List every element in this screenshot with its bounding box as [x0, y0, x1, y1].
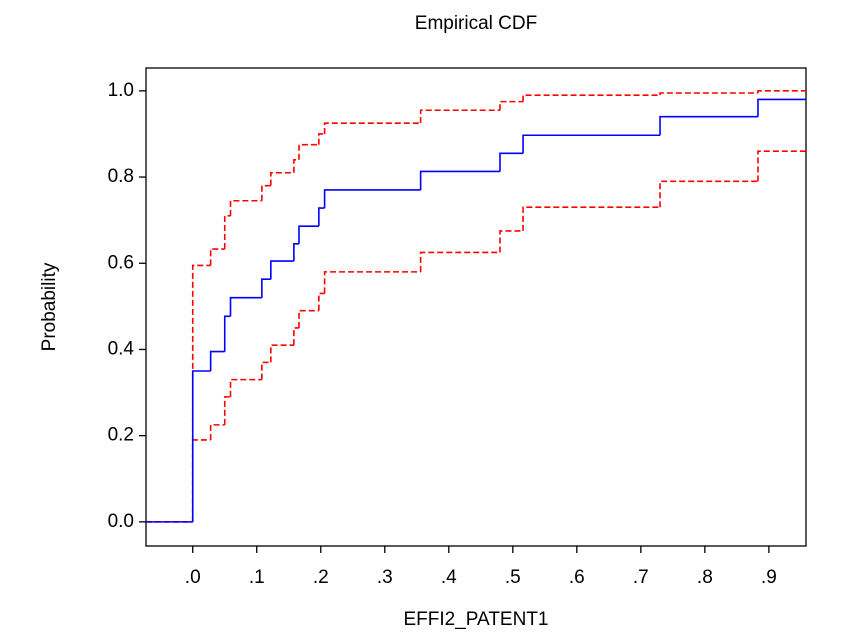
cdf-step — [419, 251, 501, 272]
cdf-step — [522, 94, 661, 102]
x-tick-label: .8 — [697, 567, 713, 588]
y-axis-label: Probability — [39, 262, 60, 351]
cdf-step — [191, 370, 211, 522]
cdf-step — [659, 115, 758, 136]
x-tick-label: .4 — [441, 567, 457, 588]
cdf-step — [261, 184, 271, 201]
x-tick-label: .1 — [249, 567, 265, 588]
y-tick-label: 0.8 — [108, 166, 134, 187]
cdf-step — [659, 92, 758, 96]
y-tick-label: 0.4 — [108, 338, 135, 359]
cdf-step — [757, 90, 806, 93]
cdf-step — [318, 207, 325, 227]
cdf-step — [229, 378, 262, 397]
cdf-step — [293, 243, 299, 262]
y-tick-label: 1.0 — [108, 80, 134, 101]
cdf-step — [419, 109, 501, 124]
cdf-step — [659, 180, 758, 208]
cdf-step — [323, 189, 421, 209]
cdf-step — [209, 350, 225, 372]
cdf-step — [261, 361, 271, 380]
cdf-step — [270, 344, 294, 363]
cdf-step — [191, 264, 211, 522]
y-tick-label: 0.0 — [108, 511, 134, 532]
cdf-step — [522, 206, 661, 231]
x-tick-label: .0 — [185, 567, 201, 588]
x-tick-label: .7 — [633, 567, 649, 588]
cdf-step — [318, 133, 325, 145]
x-tick-label: .3 — [377, 567, 393, 588]
cdf-step — [223, 315, 231, 352]
cdf-step — [757, 150, 806, 182]
cdf-step — [419, 170, 501, 190]
x-tick-label: .6 — [569, 567, 585, 588]
cdf-step — [209, 424, 225, 440]
cdf-step — [298, 143, 319, 160]
x-tick-label: .9 — [761, 567, 777, 588]
cdf-step — [318, 292, 325, 311]
cdf-step — [270, 171, 294, 186]
cdf-step — [293, 327, 299, 346]
chart-title: Empirical CDF — [415, 13, 537, 34]
cdf-step — [191, 439, 211, 522]
cdf-step — [261, 278, 271, 298]
cdf-step — [270, 260, 294, 280]
cdf-step — [298, 309, 319, 328]
cdf-step — [499, 152, 524, 172]
cdf-step — [223, 396, 231, 425]
cdf-step — [229, 199, 262, 216]
plot-frame — [145, 67, 807, 547]
y-tick-label: 0.6 — [108, 252, 134, 273]
cdf-step — [229, 296, 262, 317]
cdf-step — [499, 100, 524, 111]
cdf-step — [298, 225, 319, 244]
x-tick-label: .2 — [313, 567, 329, 588]
cdf-step — [499, 230, 524, 253]
cdf-step — [223, 215, 231, 250]
x-tick-label: .5 — [505, 567, 521, 588]
cdf-step — [757, 98, 806, 117]
y-tick-label: 0.2 — [108, 425, 134, 446]
cdf-step — [293, 159, 299, 173]
cdf-step — [209, 248, 225, 266]
cdf-step — [323, 122, 421, 134]
cdf-step — [323, 271, 421, 294]
x-axis-label: EFFI2_PATENT1 — [404, 609, 549, 630]
cdf-step — [522, 134, 661, 154]
